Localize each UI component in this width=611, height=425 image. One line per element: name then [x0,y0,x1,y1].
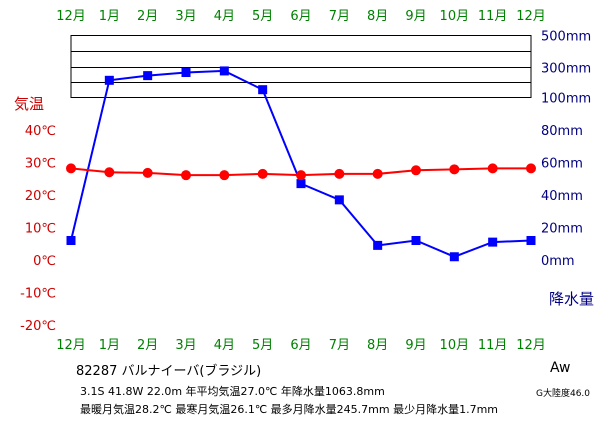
precip-tick-label: 0mm [541,254,575,269]
temp-point [142,167,153,178]
temp-point [181,170,191,181]
station-extremes-summary: 最暖月気温28.2℃ 最寒月気温26.1℃ 最多月降水量245.7mm 最少月降… [80,403,499,416]
month-label-top: 1月 [99,9,120,24]
climate-code: Aw [550,360,571,376]
month-label-top: 3月 [175,9,196,24]
temp-tick-label: 20℃ [25,189,56,204]
precip-point [104,75,114,85]
precip-tick-label: 500mm [541,30,591,45]
temp-point [449,164,460,175]
month-label-bottom: 10月 [440,338,470,353]
precip-point [181,68,191,77]
precip-point [488,237,498,247]
month-label-top: 4月 [214,9,235,24]
precip-point [258,85,268,95]
grid-lines [70,35,532,98]
precip-axis: 降水量 500mm 300mm 100mm 80mm 60mm 40mm 20mm 0mm [541,30,594,309]
precip-point [143,71,153,81]
month-labels-top: 12月 1月 2月 3月 4月 5月 6月 7月 8月 9月 10月 11月 12月 [56,9,546,24]
month-label-top: 10月 [440,9,470,24]
temp-point [372,168,383,179]
precip-point [526,236,536,245]
temp-tick-label: -20℃ [20,319,56,334]
month-label-bottom: 1月 [99,338,120,353]
month-labels-bottom: 12月 1月 2月 3月 4月 5月 6月 7月 8月 9月 10月 11月 12月 [56,338,546,353]
precip-point [296,179,306,189]
month-label-bottom: 12月 [516,338,546,353]
precip-point [373,240,383,250]
month-label-bottom: 4月 [214,338,235,353]
precip-tick-label: 300mm [541,62,591,77]
temp-axis: 気温 40℃ 30℃ 20℃ 10℃ 0℃ -10℃ -20℃ [14,95,56,334]
month-label-top: 6月 [290,9,311,24]
precip-point [219,66,229,76]
continentality-index: G大陸度46.0 [536,389,591,399]
month-label-top: 7月 [329,9,350,24]
month-label-bottom: 9月 [405,338,426,353]
temp-point [257,168,268,179]
temp-series [66,163,536,181]
temp-point [219,170,230,181]
temp-point [526,163,536,174]
temp-point [487,163,498,174]
temp-tick-label: -10℃ [20,287,56,302]
station-coordinates-summary: 3.1S 41.8W 22.0m 年平均気温27.0℃ 年降水量1063.8mm [80,385,385,398]
month-label-top: 8月 [367,9,388,24]
precip-point [66,236,76,245]
month-label-top: 12月 [516,9,546,24]
month-label-bottom: 6月 [290,338,311,353]
month-label-bottom: 2月 [137,338,158,353]
temp-point [334,168,345,179]
month-label-top: 12月 [56,9,86,24]
temp-tick-label: 30℃ [25,157,56,172]
precip-series [66,66,536,262]
precip-point [334,195,344,205]
month-label-bottom: 8月 [367,338,388,353]
month-label-bottom: 5月 [252,338,273,353]
temp-point [104,167,115,178]
temp-tick-label: 10℃ [25,222,56,237]
precip-tick-label: 80mm [541,124,583,139]
temp-point [66,163,76,174]
temp-tick-label: 40℃ [25,124,56,139]
precip-tick-label: 60mm [541,157,583,172]
temp-axis-title: 気温 [14,95,44,113]
precip-tick-label: 40mm [541,189,583,204]
month-label-bottom: 12月 [56,338,86,353]
month-label-top: 2月 [137,9,158,24]
temp-tick-label: 0℃ [33,254,56,269]
temp-point [411,165,421,176]
temp-point [296,170,306,181]
month-label-top: 11月 [478,9,508,24]
precip-point [449,252,459,262]
precip-tick-label: 100mm [541,92,591,107]
month-label-bottom: 7月 [329,338,350,353]
month-label-top: 5月 [252,9,273,24]
precip-point [411,236,421,245]
station-header: 82287 バルナイーバ(ブラジル) [76,364,262,379]
precip-axis-title: 降水量 [549,290,594,308]
month-label-top: 9月 [405,9,426,24]
month-label-bottom: 11月 [478,338,508,353]
month-label-bottom: 3月 [175,338,196,353]
precip-tick-label: 20mm [541,222,583,237]
precip-line [70,69,532,258]
